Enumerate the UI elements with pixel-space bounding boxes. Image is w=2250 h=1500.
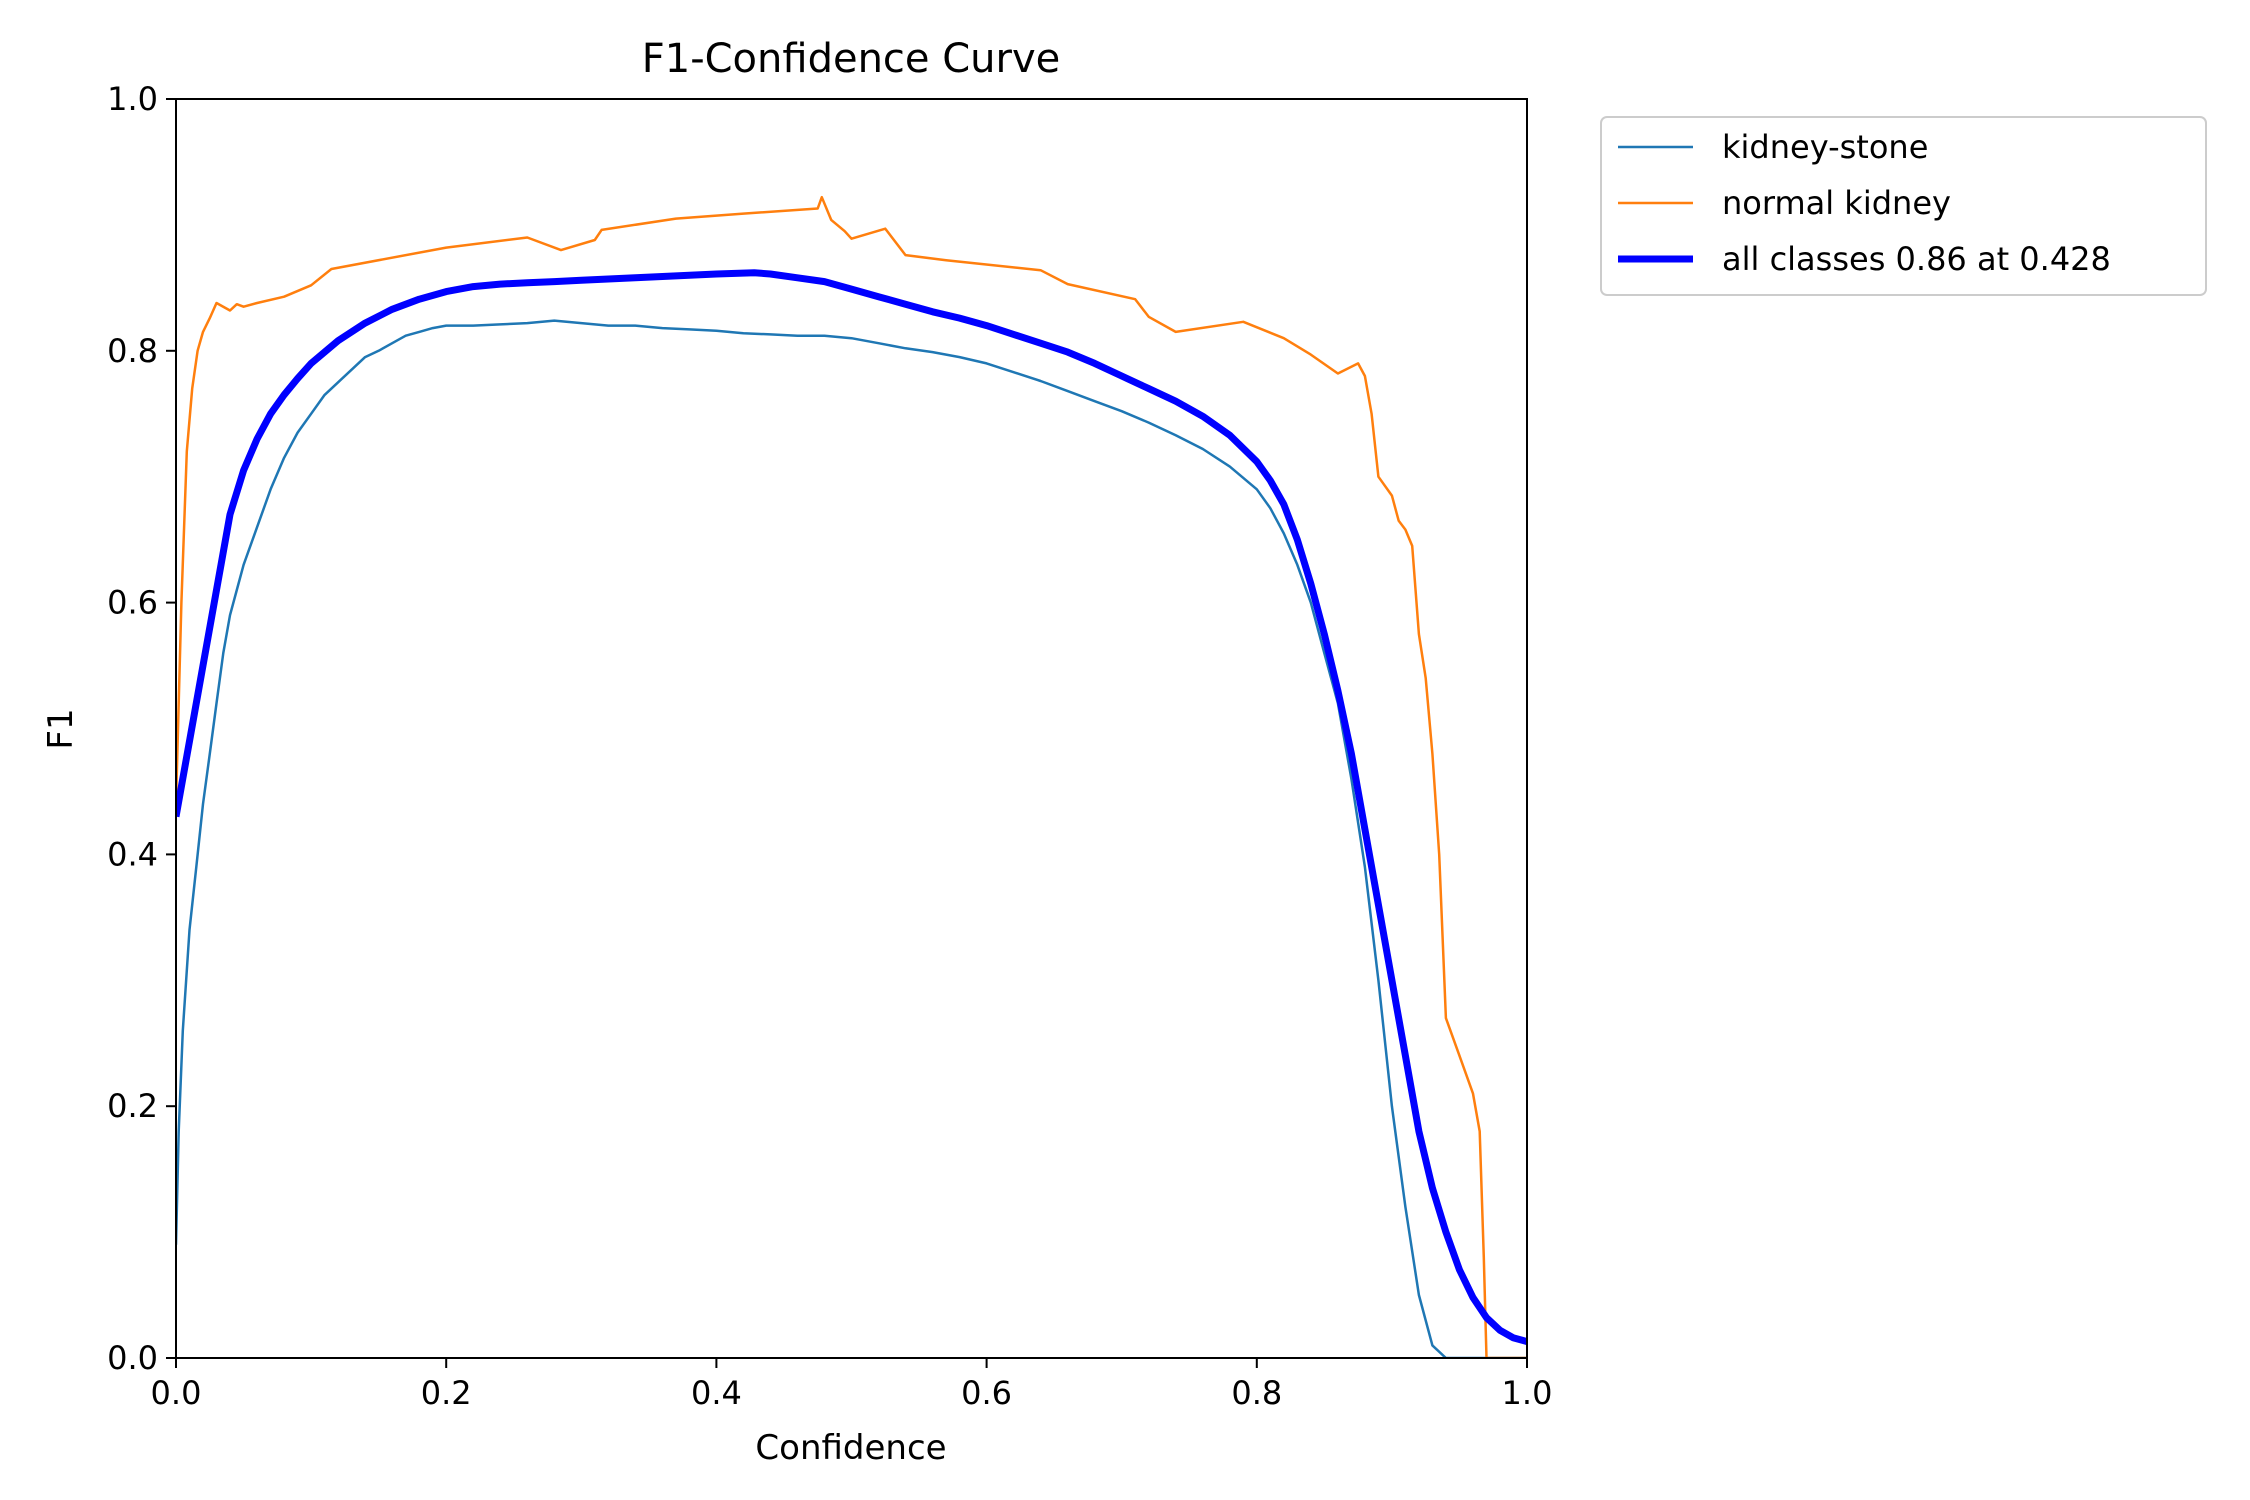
y-tick-label: 0.6 bbox=[107, 584, 158, 622]
y-axis-label: F1 bbox=[41, 708, 81, 749]
series-line-2 bbox=[176, 269, 1527, 1345]
y-tick-label: 1.0 bbox=[107, 80, 158, 118]
x-tick-label: 0.2 bbox=[421, 1374, 472, 1412]
x-axis: 0.0 0.2 0.4 0.6 0.8 1.0 bbox=[151, 1358, 1553, 1412]
y-tick-label: 0.0 bbox=[107, 1339, 158, 1377]
x-tick-label: 0.0 bbox=[151, 1374, 202, 1412]
x-tick-label: 1.0 bbox=[1502, 1374, 1553, 1412]
y-axis: 0.0 0.2 0.4 0.6 0.8 1.0 bbox=[107, 80, 176, 1377]
x-tick-label: 0.6 bbox=[961, 1374, 1012, 1412]
x-tick-label: 0.8 bbox=[1231, 1374, 1282, 1412]
series-line-0 bbox=[176, 319, 1527, 1358]
x-axis-label: Confidence bbox=[755, 1428, 946, 1468]
series-line-1 bbox=[176, 195, 1527, 1358]
plot-frame bbox=[175, 98, 1528, 1359]
chart-title: F1-Confidence Curve bbox=[642, 36, 1061, 82]
y-tick-label: 0.4 bbox=[107, 835, 158, 873]
legend-label-1: normal kidney bbox=[1722, 184, 1951, 222]
y-tick-label: 0.2 bbox=[107, 1087, 158, 1125]
legend-frame bbox=[1600, 116, 2207, 296]
legend-label-0: kidney-stone bbox=[1722, 128, 1928, 166]
legend-label-2: all classes 0.86 at 0.428 bbox=[1722, 240, 2111, 278]
y-tick-label: 0.8 bbox=[107, 332, 158, 370]
legend: kidney-stone normal kidney all classes 0.8… bbox=[1600, 116, 2207, 296]
x-tick-label: 0.4 bbox=[691, 1374, 742, 1412]
series-layer bbox=[176, 195, 1527, 1358]
